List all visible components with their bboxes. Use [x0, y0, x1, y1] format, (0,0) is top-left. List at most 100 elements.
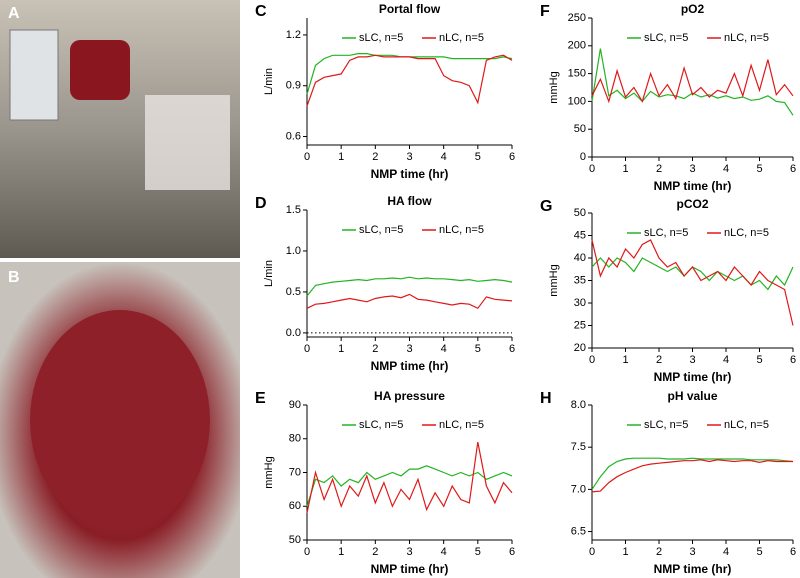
data-line: [306, 441, 513, 514]
panel-label: B: [8, 269, 20, 286]
data-line: [306, 54, 513, 107]
data-line: [591, 48, 794, 116]
y-tick-label: 50: [574, 207, 586, 219]
x-tick-label: 3: [689, 354, 695, 366]
y-tick-label: 7.5: [571, 441, 586, 453]
x-tick-label: 5: [475, 343, 481, 355]
x-tick-label: 5: [756, 354, 762, 366]
x-tick-label: 5: [756, 546, 762, 558]
data-line: [591, 239, 794, 326]
y-tick-label: 250: [568, 12, 586, 24]
y-tick-label: 30: [574, 297, 586, 309]
x-tick-label: 6: [790, 354, 796, 366]
chart-title: HA flow: [387, 194, 432, 208]
y-tick-label: 50: [574, 123, 586, 135]
y-axis-label: mmHg: [263, 456, 275, 488]
y-tick-label: 0: [580, 151, 586, 163]
y-tick-label: 35: [574, 274, 586, 286]
data-line: [306, 293, 513, 310]
panel-label: D: [255, 195, 267, 212]
legend-label: sLC, n=5: [644, 32, 688, 44]
y-tick-label: 20: [574, 342, 586, 354]
x-tick-label: 0: [589, 546, 595, 558]
x-tick-label: 6: [509, 343, 515, 355]
legend-label: nLC, n=5: [724, 32, 769, 44]
x-tick-label: 5: [475, 151, 481, 163]
legend-label: nLC, n=5: [439, 224, 484, 236]
y-axis-label: L/min: [263, 68, 275, 95]
y-tick-label: 60: [289, 500, 301, 512]
x-tick-label: 3: [406, 546, 412, 558]
photo-detail: [30, 310, 210, 530]
x-tick-label: 0: [589, 354, 595, 366]
x-axis-label: NMP time (hr): [654, 370, 732, 384]
panel-label: A: [8, 5, 20, 22]
chart-title: Portal flow: [379, 2, 441, 16]
x-tick-label: 4: [723, 163, 729, 175]
x-tick-label: 2: [372, 343, 378, 355]
x-tick-label: 1: [622, 354, 628, 366]
panel-label: C: [255, 3, 267, 20]
data-line: [591, 59, 794, 104]
chart-title: pCO2: [676, 197, 708, 211]
x-tick-label: 3: [406, 343, 412, 355]
x-tick-label: 0: [304, 151, 310, 163]
y-tick-label: 6.5: [571, 525, 586, 537]
y-tick-label: 1.0: [286, 245, 301, 257]
legend-label: nLC, n=5: [439, 32, 484, 44]
y-tick-label: 25: [574, 319, 586, 331]
legend-label: sLC, n=5: [359, 419, 403, 431]
x-tick-label: 1: [622, 546, 628, 558]
chart-title: HA pressure: [374, 389, 445, 403]
legend-label: nLC, n=5: [439, 419, 484, 431]
x-axis-label: NMP time (hr): [371, 562, 449, 576]
y-axis-label: L/min: [263, 260, 275, 287]
data-line: [591, 457, 794, 490]
y-tick-label: 7.0: [571, 483, 586, 495]
x-tick-label: 6: [790, 546, 796, 558]
y-axis-label: mmHg: [548, 71, 560, 103]
x-tick-label: 6: [509, 151, 515, 163]
y-tick-label: 70: [289, 466, 301, 478]
legend-label: sLC, n=5: [359, 32, 403, 44]
y-axis-label: mmHg: [548, 264, 560, 296]
panel-label: E: [255, 390, 266, 407]
x-tick-label: 4: [441, 151, 447, 163]
x-tick-label: 1: [338, 546, 344, 558]
x-tick-label: 4: [441, 546, 447, 558]
y-tick-label: 90: [289, 399, 301, 411]
photo-detail: [70, 40, 130, 100]
x-tick-label: 2: [372, 546, 378, 558]
legend-label: nLC, n=5: [724, 227, 769, 239]
x-tick-label: 6: [509, 546, 515, 558]
legend-label: sLC, n=5: [644, 419, 688, 431]
x-tick-label: 0: [304, 546, 310, 558]
x-axis-label: NMP time (hr): [371, 167, 449, 181]
data-line: [306, 465, 513, 507]
x-axis-label: NMP time (hr): [654, 562, 732, 576]
x-tick-label: 4: [723, 546, 729, 558]
y-tick-label: 50: [289, 534, 301, 546]
y-tick-label: 0.9: [286, 80, 301, 92]
x-tick-label: 0: [589, 163, 595, 175]
y-tick-label: 0.5: [286, 286, 301, 298]
x-tick-label: 6: [790, 163, 796, 175]
x-axis-label: NMP time (hr): [371, 359, 449, 373]
y-tick-label: 45: [574, 229, 586, 241]
x-tick-label: 2: [656, 546, 662, 558]
y-tick-label: 100: [568, 95, 586, 107]
x-tick-label: 2: [372, 151, 378, 163]
legend-label: nLC, n=5: [724, 419, 769, 431]
x-tick-label: 1: [338, 151, 344, 163]
y-tick-label: 0.0: [286, 327, 301, 339]
y-tick-label: 8.0: [571, 399, 586, 411]
legend-label: sLC, n=5: [359, 224, 403, 236]
x-tick-label: 0: [304, 343, 310, 355]
y-tick-label: 80: [289, 433, 301, 445]
x-axis-label: NMP time (hr): [654, 179, 732, 193]
y-tick-label: 40: [574, 252, 586, 264]
y-tick-label: 1.2: [286, 29, 301, 41]
x-tick-label: 3: [689, 163, 695, 175]
panel-label: F: [540, 3, 550, 20]
